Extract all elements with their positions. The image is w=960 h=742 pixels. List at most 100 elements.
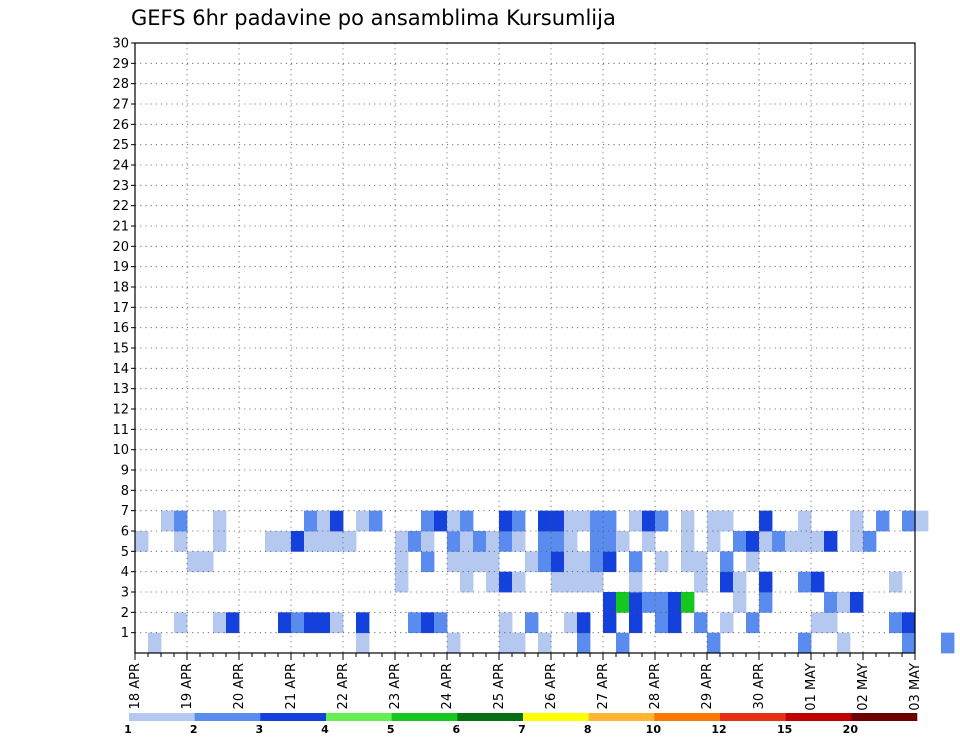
heatmap-cell xyxy=(512,531,526,552)
heatmap-cell xyxy=(447,632,461,654)
heatmap-cell xyxy=(824,531,838,552)
heatmap-cell xyxy=(291,531,305,552)
heatmap-cell xyxy=(330,612,344,634)
x-tick-label: 30 APR xyxy=(752,663,767,709)
heatmap-cell xyxy=(837,592,851,613)
heatmap-cell xyxy=(746,551,760,573)
heatmap-cell xyxy=(460,510,474,532)
heatmap-cell xyxy=(915,510,929,532)
heatmap-cell xyxy=(824,592,838,613)
colorbar-label: 12 xyxy=(711,723,726,736)
heatmap-cell xyxy=(538,551,552,573)
heatmap-cell xyxy=(824,612,838,634)
heatmap-cell xyxy=(317,612,331,634)
heatmap-cell xyxy=(850,510,864,532)
heatmap-cell xyxy=(603,551,617,573)
heatmap-cell xyxy=(421,612,435,634)
heatmap-cell xyxy=(603,510,617,532)
y-tick-label: 27 xyxy=(112,98,129,113)
y-tick-label: 3 xyxy=(121,586,129,601)
heatmap-cell xyxy=(213,510,227,532)
colorbar-segment xyxy=(457,713,524,721)
heatmap-cell xyxy=(850,592,864,613)
heatmap-cell xyxy=(460,551,474,573)
colorbar-label: 6 xyxy=(453,723,461,736)
heatmap-cell xyxy=(369,510,383,532)
heatmap-cell xyxy=(902,632,916,654)
y-tick-label: 23 xyxy=(112,179,129,194)
x-tick-label: 29 APR xyxy=(700,663,715,709)
y-tick-label: 18 xyxy=(112,281,129,296)
y-tick-label: 6 xyxy=(121,525,129,540)
colorbar-label: 8 xyxy=(584,723,592,736)
heatmap-cell xyxy=(759,571,773,593)
heatmap-cell xyxy=(161,510,175,532)
colorbar-label: 5 xyxy=(387,723,395,736)
heatmap-cell xyxy=(720,551,734,573)
heatmap-cell xyxy=(772,531,786,552)
colorbar-label: 4 xyxy=(321,723,329,736)
heatmap-cell xyxy=(876,510,890,532)
x-tick-label: 18 APR xyxy=(128,663,143,709)
heatmap-cell xyxy=(499,571,513,593)
colorbar-segment xyxy=(851,713,918,721)
heatmap-cell xyxy=(668,592,682,613)
heatmap-cell xyxy=(863,531,877,552)
heatmap-cell xyxy=(655,510,669,532)
heatmap-cell xyxy=(187,551,201,573)
heatmap-cell xyxy=(265,531,279,552)
grid-lines xyxy=(135,43,915,653)
heatmap-cell xyxy=(499,510,513,532)
chart-title: GEFS 6hr padavine po ansamblima Kursumli… xyxy=(131,6,616,30)
heatmap-cell xyxy=(694,612,708,634)
colorbar-label: 15 xyxy=(777,723,792,736)
y-tick-label: 22 xyxy=(112,199,129,214)
y-tick-label: 13 xyxy=(112,382,129,397)
heatmap-cell xyxy=(564,510,578,532)
heatmap-cell xyxy=(551,571,565,593)
y-tick-label: 12 xyxy=(112,403,129,418)
heatmap-cell xyxy=(798,571,812,593)
colorbar-label: 2 xyxy=(190,723,198,736)
heatmap-cell xyxy=(850,531,864,552)
y-tick-label: 30 xyxy=(112,37,129,52)
colorbar-segment xyxy=(260,713,327,721)
heatmap-cell xyxy=(304,531,318,552)
heatmap-cell xyxy=(551,510,565,532)
heatmap-cell xyxy=(837,632,851,654)
heatmap-cell xyxy=(304,510,318,532)
heatmap-cell xyxy=(642,531,656,552)
heatmap-cell xyxy=(590,551,604,573)
heatmap-cell xyxy=(798,531,812,552)
heatmap-cell xyxy=(421,510,435,532)
heatmap-cell xyxy=(226,612,240,634)
y-tick-label: 29 xyxy=(112,57,129,72)
colorbar-segment xyxy=(720,713,786,721)
heatmap-cell xyxy=(733,592,747,613)
heatmap-cell xyxy=(174,531,188,552)
heatmap-cell xyxy=(655,612,669,634)
x-tick-label: 03 MAY xyxy=(908,663,923,711)
heatmap-cell xyxy=(174,612,188,634)
heatmap-cell xyxy=(356,632,370,654)
heatmap-cell xyxy=(499,612,513,634)
x-tick-label: 26 APR xyxy=(544,663,559,709)
heatmap-cell xyxy=(317,531,331,552)
heatmap-cell xyxy=(278,612,292,634)
heatmap-cell xyxy=(486,571,500,593)
colorbar-label: 20 xyxy=(843,723,859,736)
heatmap-cell xyxy=(707,632,721,654)
x-tick-label: 27 APR xyxy=(596,663,611,709)
heatmap-cell xyxy=(512,510,526,532)
heatmap-cell xyxy=(512,632,526,654)
heatmap-cell xyxy=(473,551,487,573)
heatmap-cell xyxy=(616,632,630,654)
heatmap-cell xyxy=(720,510,734,532)
heatmap-cell xyxy=(629,551,643,573)
heatmap-cell xyxy=(421,531,435,552)
heatmap-cell xyxy=(408,612,422,634)
heatmap-cell xyxy=(564,531,578,552)
heatmap-cell xyxy=(551,551,565,573)
colorbar-label: 1 xyxy=(124,723,132,736)
